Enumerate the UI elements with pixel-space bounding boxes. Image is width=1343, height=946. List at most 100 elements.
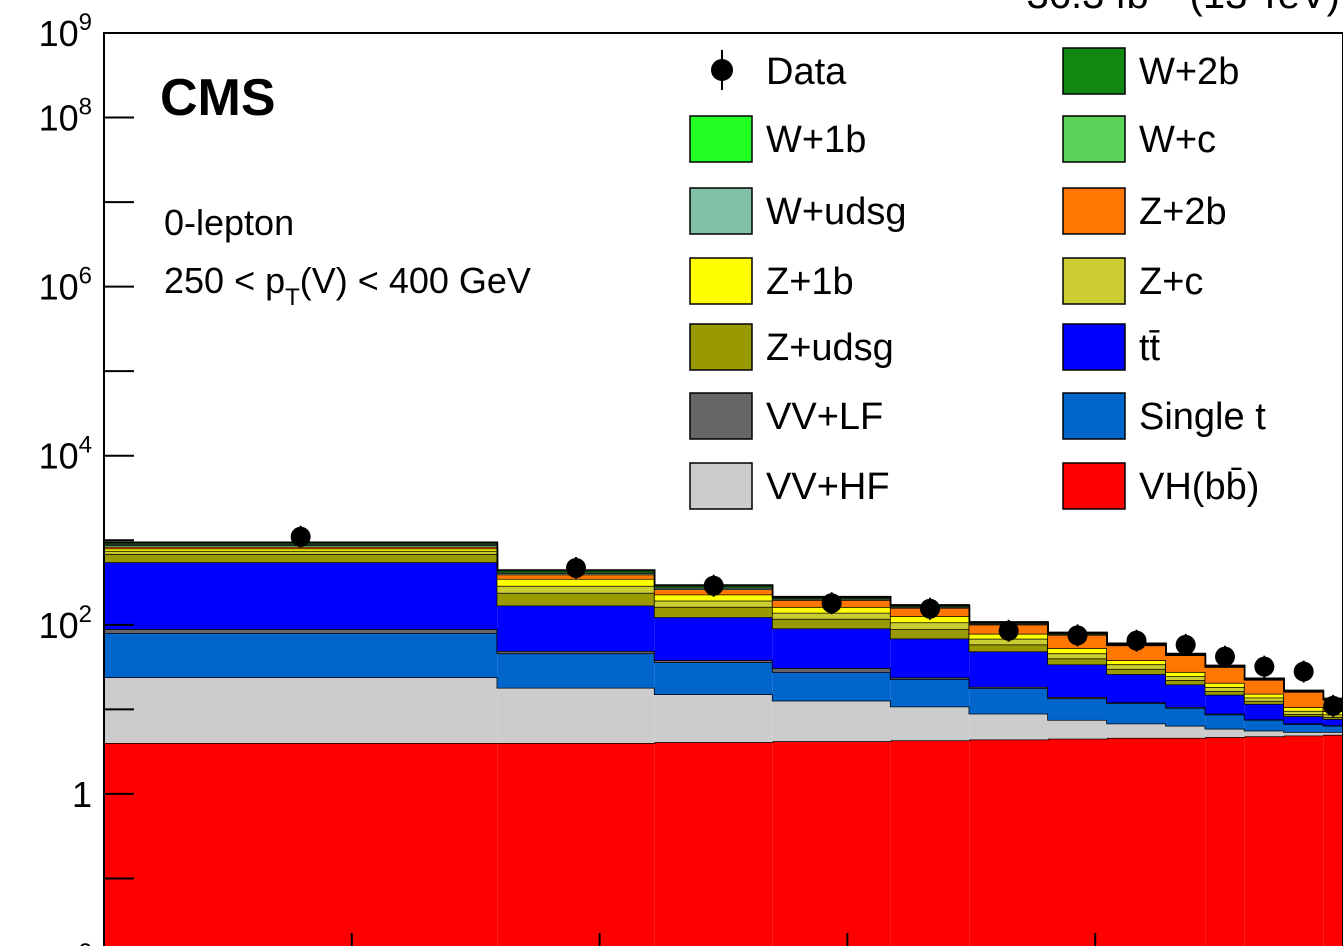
legend-label: VH(bb̄)	[1139, 466, 1259, 508]
bar-z-1b-bin-10	[1205, 682, 1245, 687]
bar-vv-lf-bin-2	[497, 651, 655, 654]
bar-z-c-bin-4	[772, 612, 891, 619]
legend-label: Single t	[1139, 396, 1266, 438]
data-point	[1323, 694, 1343, 717]
bar-vv-hf-bin-6	[969, 713, 1048, 740]
bar-vh-bb-bin-4	[772, 741, 891, 946]
legend-swatch	[1062, 257, 1126, 305]
bar-vv-hf-bin-2	[497, 687, 655, 744]
stacked-bars	[104, 541, 1343, 946]
bar-vv-hf-bin-8	[1107, 723, 1166, 738]
legend-swatch	[689, 257, 753, 305]
bar-vh-bb-bin-2	[497, 743, 655, 946]
series-single-t	[104, 632, 1343, 732]
legend-swatch	[689, 187, 753, 235]
legend-item-z2b: Z+2b	[1062, 187, 1227, 235]
bar-vv-hf-bin-7	[1048, 719, 1107, 739]
data-point	[1215, 645, 1235, 668]
bar-vv-lf-bin-5	[890, 677, 970, 680]
bar-vv-hf-bin-12	[1284, 731, 1324, 736]
legend-label: W+1b	[766, 119, 866, 161]
data-point	[998, 619, 1019, 642]
bar-vh-bb-bin-3	[654, 742, 773, 946]
legend-item-zc: Z+c	[1062, 257, 1203, 305]
data-point	[821, 592, 842, 615]
bar-z-2b-bin-9	[1166, 655, 1206, 672]
legend-label: Data	[766, 51, 847, 93]
channel-label: 0-lepton	[164, 202, 294, 243]
y-axis: 10−2 1 102 104 106 108 109	[25, 9, 134, 946]
bar-z-c-bin-11	[1244, 697, 1284, 701]
bar-z-udsg-bin-8	[1107, 668, 1166, 675]
region-label: 250 < pT(V) < 400 GeV	[164, 260, 531, 311]
legend-item-wudsg: W+udsg	[689, 187, 906, 235]
bar-z-2b-bin-8	[1107, 645, 1166, 661]
bar-vv-hf-bin-13	[1323, 731, 1343, 735]
legend-swatch	[1062, 323, 1126, 371]
bar-z-c-bin-8	[1107, 664, 1166, 669]
legend-label: Z+udsg	[766, 327, 894, 369]
bar-single-t-bin-13	[1323, 725, 1343, 732]
bar-vv-hf-bin-5	[890, 706, 970, 741]
bar-z-2b-bin-10	[1205, 667, 1245, 683]
bar-tt-bin-2	[497, 605, 655, 652]
bar-vv-hf-bin-11	[1244, 730, 1284, 737]
legend-label: Z+1b	[766, 261, 854, 303]
bar-z-1b-bin-8	[1107, 660, 1166, 665]
data-marker	[920, 598, 940, 619]
bar-single-t-bin-12	[1284, 724, 1324, 732]
legend-swatch	[689, 115, 753, 163]
bar-vv-hf-bin-1	[104, 677, 498, 744]
bar-z-1b-bin-11	[1244, 693, 1284, 698]
bar-single-t-bin-8	[1107, 703, 1166, 724]
bar-single-t-bin-5	[890, 679, 970, 707]
legend-swatch	[1062, 187, 1126, 235]
legend-item-vvhf: VV+HF	[689, 462, 890, 510]
legend-item-w2b: W+2b	[1062, 47, 1239, 95]
data-marker	[821, 593, 842, 614]
bar-z-1b-bin-7	[1048, 648, 1107, 654]
bar-z-c-bin-3	[654, 600, 773, 607]
bar-vv-lf-bin-4	[772, 668, 891, 672]
data-marker	[1067, 625, 1088, 646]
bar-tt-bin-1	[104, 562, 498, 630]
legend-item-zudsg: Z+udsg	[689, 323, 894, 371]
bar-single-t-bin-3	[654, 662, 773, 695]
data-point	[1126, 629, 1147, 652]
y-tick-label: 108	[39, 94, 92, 139]
bar-vh-bb-bin-11	[1244, 736, 1284, 946]
bar-tt-bin-4	[772, 628, 891, 669]
bar-z-udsg-bin-1	[104, 553, 498, 563]
data-marker	[566, 557, 586, 578]
legend-item-vvlf: VV+LF	[689, 392, 883, 440]
bar-single-t-bin-11	[1244, 719, 1284, 731]
bar-z-c-bin-12	[1284, 710, 1324, 715]
bar-z-1b-bin-1	[104, 548, 498, 551]
experiment-label: CMS	[160, 69, 276, 127]
bar-z-c-bin-7	[1048, 653, 1107, 659]
bar-vh-bb-bin-5	[890, 740, 970, 946]
legend-label: W+c	[1139, 119, 1216, 161]
legend-label: Z+c	[1139, 261, 1203, 303]
bar-z-1b-bin-9	[1166, 671, 1206, 677]
y-tick-label: 1	[72, 774, 92, 815]
legend-item-ttbar: tt̄	[1062, 323, 1161, 371]
data-point	[290, 525, 311, 548]
series-tt	[104, 561, 1343, 726]
bar-vh-bb-bin-1	[104, 743, 498, 946]
data-marker	[1215, 646, 1235, 667]
bar-vv-hf-bin-10	[1205, 728, 1245, 738]
data-point	[1175, 633, 1196, 656]
data-point	[1254, 655, 1275, 678]
bar-z-c-bin-9	[1166, 676, 1206, 681]
data-point	[703, 574, 724, 597]
legend-swatch	[1062, 115, 1126, 163]
bar-single-t-bin-10	[1205, 714, 1245, 729]
bar-z-udsg-bin-4	[772, 618, 891, 629]
legend-label: VV+HF	[766, 466, 890, 508]
bar-tt-bin-9	[1166, 684, 1206, 707]
bar-tt-bin-11	[1244, 703, 1284, 720]
bar-vv-hf-bin-9	[1166, 725, 1206, 738]
bar-tt-bin-7	[1048, 664, 1107, 698]
